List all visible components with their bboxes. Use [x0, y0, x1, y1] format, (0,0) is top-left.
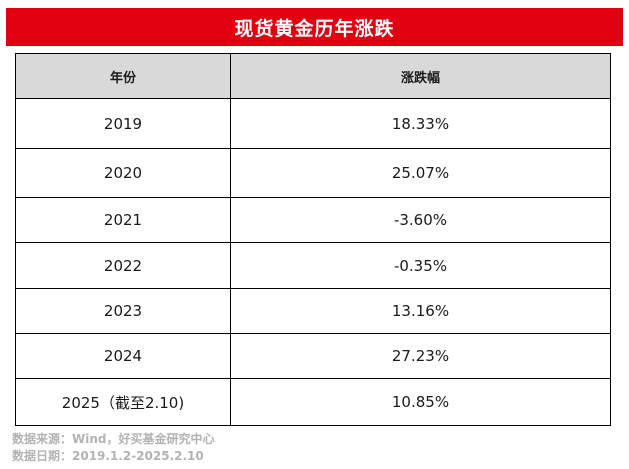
- table-row: 2019 18.33%: [15, 98, 611, 149]
- footer-notes: 数据来源：Wind，好买基金研究中心 数据日期：2019.1.2-2025.2.…: [12, 431, 214, 465]
- year-cell: 2022: [15, 242, 231, 289]
- data-date-note: 数据日期：2019.1.2-2025.2.10: [12, 449, 204, 463]
- table-row: 2024 27.23%: [15, 333, 611, 379]
- table-row: 2021 -3.60%: [15, 197, 611, 243]
- change-cell: 18.33%: [230, 98, 611, 149]
- header-change: 涨跌幅: [230, 53, 611, 99]
- table-title: 现货黄金历年涨跌: [234, 17, 395, 40]
- data-source-note: 数据来源：Wind，好买基金研究中心: [12, 432, 215, 446]
- table-row: 2020 25.07%: [15, 148, 611, 198]
- change-cell: -0.35%: [230, 242, 611, 289]
- change-cell: 10.85%: [230, 378, 611, 426]
- table-row: 2022 -0.35%: [15, 242, 611, 289]
- table-row: 2023 13.16%: [15, 288, 611, 334]
- year-cell: 2024: [15, 333, 231, 379]
- year-cell: 2020: [15, 148, 231, 198]
- header-year: 年份: [15, 53, 231, 99]
- change-cell: 27.23%: [230, 333, 611, 379]
- change-cell: 25.07%: [230, 148, 611, 198]
- header-row: 年份 涨跌幅: [15, 53, 611, 99]
- change-cell: -3.60%: [230, 197, 611, 243]
- year-cell: 2023: [15, 288, 231, 334]
- title-bar: 现货黄金历年涨跌: [6, 8, 623, 46]
- year-cell: 2019: [15, 98, 231, 149]
- year-cell: 2021: [15, 197, 231, 243]
- table-row: 2025（截至2.10) 10.85%: [15, 378, 611, 426]
- year-cell: 2025（截至2.10): [15, 378, 231, 426]
- change-cell: 13.16%: [230, 288, 611, 334]
- gold-returns-table: 年份 涨跌幅 2019 18.33% 2020 25.07% 2021 -3.6…: [15, 53, 611, 426]
